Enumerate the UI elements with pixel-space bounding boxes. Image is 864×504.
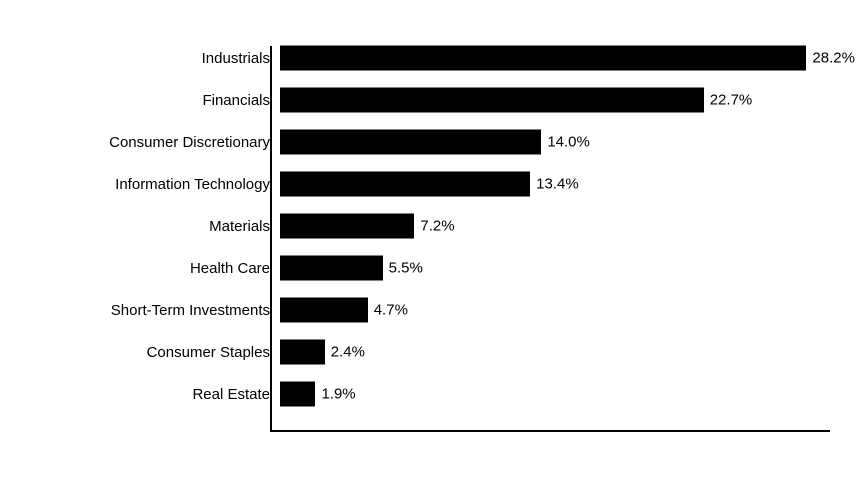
bar	[280, 340, 325, 365]
bar-area: 13.4%	[280, 163, 840, 205]
bar-row: Real Estate 1.9%	[0, 373, 864, 415]
value-label: 13.4%	[536, 176, 579, 193]
bar-area: 1.9%	[280, 373, 840, 415]
bar-row: Short-Term Investments 4.7%	[0, 289, 864, 331]
bar	[280, 46, 806, 71]
bar-row: Financials 22.7%	[0, 79, 864, 121]
category-label: Real Estate	[0, 386, 280, 403]
category-label: Financials	[0, 92, 280, 109]
category-label: Consumer Discretionary	[0, 134, 280, 151]
bar	[280, 172, 530, 197]
bar-area: 22.7%	[280, 79, 840, 121]
bar	[280, 298, 368, 323]
sector-allocation-chart: Industrials28.2%Financials22.7%Consumer …	[0, 0, 864, 504]
category-label: Consumer Staples	[0, 344, 280, 361]
bar-area: 14.0%	[280, 121, 840, 163]
category-label: Short-Term Investments	[0, 302, 280, 319]
bar-row: Health Care 5.5%	[0, 247, 864, 289]
bar-area: 28.2%	[280, 37, 840, 79]
value-label: 7.2%	[420, 218, 454, 235]
value-label: 22.7%	[710, 92, 753, 109]
bar	[280, 130, 541, 155]
x-axis-line	[270, 430, 830, 432]
bar-area: 5.5%	[280, 247, 840, 289]
bar	[280, 214, 414, 239]
bar	[280, 382, 315, 407]
category-label: Industrials	[0, 50, 280, 67]
bar-area: 7.2%	[280, 205, 840, 247]
bar-row: Industrials28.2%	[0, 37, 864, 79]
y-axis-line	[270, 46, 272, 431]
category-label: Health Care	[0, 260, 280, 277]
value-label: 5.5%	[389, 260, 423, 277]
bar	[280, 256, 383, 281]
value-label: 28.2%	[812, 50, 855, 67]
bar-row: Materials 7.2%	[0, 205, 864, 247]
category-label: Materials	[0, 218, 280, 235]
bar-area: 2.4%	[280, 331, 840, 373]
bar	[280, 88, 704, 113]
value-label: 1.9%	[321, 386, 355, 403]
value-label: 14.0%	[547, 134, 590, 151]
bar-row: Information Technology 13.4%	[0, 163, 864, 205]
value-label: 2.4%	[331, 344, 365, 361]
bar-row: Consumer Discretionary 14.0%	[0, 121, 864, 163]
bar-area: 4.7%	[280, 289, 840, 331]
bar-row: Consumer Staples 2.4%	[0, 331, 864, 373]
category-label: Information Technology	[0, 176, 280, 193]
value-label: 4.7%	[374, 302, 408, 319]
